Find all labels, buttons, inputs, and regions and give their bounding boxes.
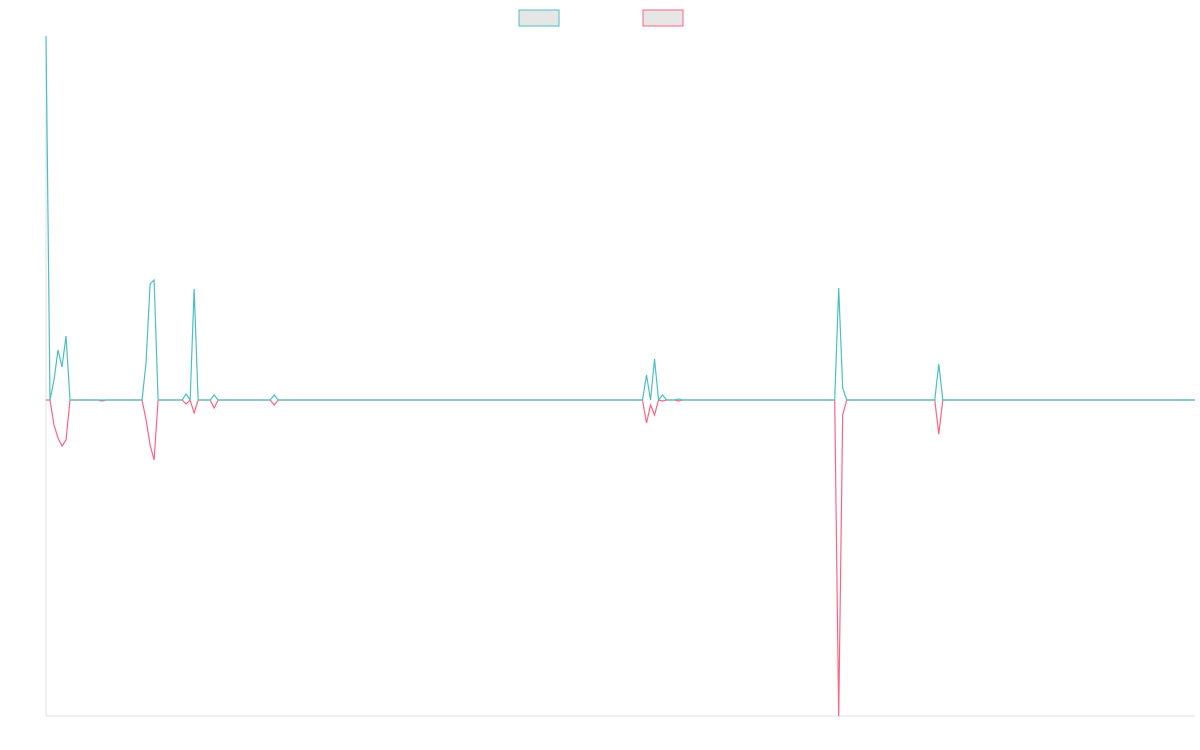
legend-swatch: [642, 9, 684, 27]
series-line: [46, 398, 1195, 717]
legend-swatch: [518, 9, 560, 27]
series-line: [45, 35, 1195, 402]
